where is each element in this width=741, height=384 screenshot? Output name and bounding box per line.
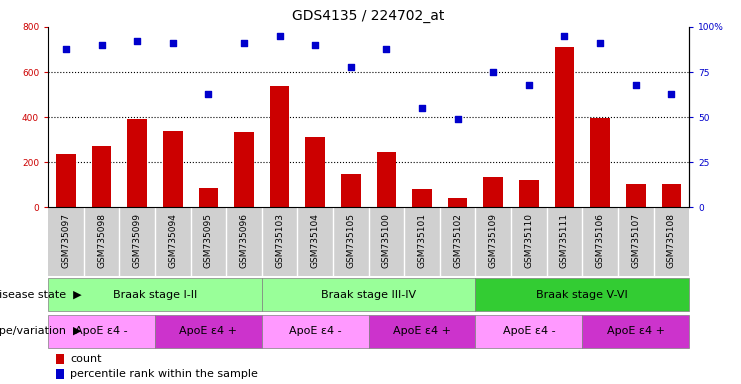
Point	[381, 45, 393, 51]
Point	[238, 40, 250, 46]
Text: GSM735108: GSM735108	[667, 213, 676, 268]
Point	[309, 42, 321, 48]
Bar	[305, 137, 325, 207]
Text: ApoE ε4 -: ApoE ε4 -	[76, 326, 128, 336]
Bar	[56, 354, 64, 364]
Bar	[48, 278, 262, 311]
Point	[559, 33, 571, 39]
Point	[594, 40, 606, 46]
Bar	[555, 47, 574, 207]
Point	[202, 91, 214, 97]
Text: Braak stage V-VI: Braak stage V-VI	[536, 290, 628, 300]
Point	[452, 116, 464, 122]
Text: GSM735099: GSM735099	[133, 213, 142, 268]
Bar	[234, 132, 254, 207]
Point	[96, 42, 107, 48]
Text: GSM735104: GSM735104	[310, 213, 319, 268]
Text: ApoE ε4 +: ApoE ε4 +	[393, 326, 451, 336]
Bar	[262, 278, 476, 311]
Point	[273, 33, 285, 39]
Bar	[48, 315, 155, 348]
Bar	[127, 119, 147, 207]
Bar	[519, 180, 539, 207]
Point	[345, 63, 356, 70]
Text: GSM735107: GSM735107	[631, 213, 640, 268]
Point	[488, 69, 499, 75]
Text: disease state  ▶: disease state ▶	[0, 290, 82, 300]
Text: GSM735105: GSM735105	[346, 213, 356, 268]
Text: GSM735103: GSM735103	[275, 213, 284, 268]
Bar	[591, 118, 610, 207]
Text: GSM735097: GSM735097	[62, 213, 70, 268]
Text: ApoE ε4 -: ApoE ε4 -	[502, 326, 555, 336]
Point	[131, 38, 143, 45]
Text: Braak stage I-II: Braak stage I-II	[113, 290, 197, 300]
Bar	[155, 315, 262, 348]
Point	[167, 40, 179, 46]
Bar	[56, 154, 76, 207]
Bar	[92, 146, 111, 207]
Bar	[163, 131, 182, 207]
Text: GSM735095: GSM735095	[204, 213, 213, 268]
Text: count: count	[70, 354, 102, 364]
Text: GSM735102: GSM735102	[453, 213, 462, 268]
Point	[60, 45, 72, 51]
Bar	[448, 199, 468, 207]
Bar	[582, 315, 689, 348]
Text: ApoE ε4 +: ApoE ε4 +	[607, 326, 665, 336]
Text: percentile rank within the sample: percentile rank within the sample	[70, 369, 259, 379]
Bar	[368, 315, 476, 348]
Bar	[412, 189, 432, 207]
Text: GSM735098: GSM735098	[97, 213, 106, 268]
Point	[416, 105, 428, 111]
Text: ApoE ε4 +: ApoE ε4 +	[179, 326, 237, 336]
Bar	[270, 86, 290, 207]
Bar	[662, 184, 681, 207]
Text: GSM735094: GSM735094	[168, 213, 177, 268]
Point	[630, 81, 642, 88]
Title: GDS4135 / 224702_at: GDS4135 / 224702_at	[293, 9, 445, 23]
Text: GSM735110: GSM735110	[525, 213, 534, 268]
Bar	[376, 152, 396, 207]
Bar	[262, 315, 368, 348]
Bar	[476, 278, 689, 311]
Text: ApoE ε4 -: ApoE ε4 -	[289, 326, 342, 336]
Text: GSM735101: GSM735101	[418, 213, 427, 268]
Text: GSM735111: GSM735111	[560, 213, 569, 268]
Text: Braak stage III-IV: Braak stage III-IV	[321, 290, 416, 300]
Text: GSM735096: GSM735096	[239, 213, 248, 268]
Point	[523, 81, 535, 88]
Bar	[56, 369, 64, 379]
Text: genotype/variation  ▶: genotype/variation ▶	[0, 326, 82, 336]
Point	[665, 91, 677, 97]
Text: GSM735106: GSM735106	[596, 213, 605, 268]
Bar	[483, 177, 503, 207]
Bar	[341, 174, 361, 207]
Bar	[626, 184, 645, 207]
Bar	[199, 188, 218, 207]
Text: GSM735109: GSM735109	[489, 213, 498, 268]
Text: GSM735100: GSM735100	[382, 213, 391, 268]
Bar	[476, 315, 582, 348]
